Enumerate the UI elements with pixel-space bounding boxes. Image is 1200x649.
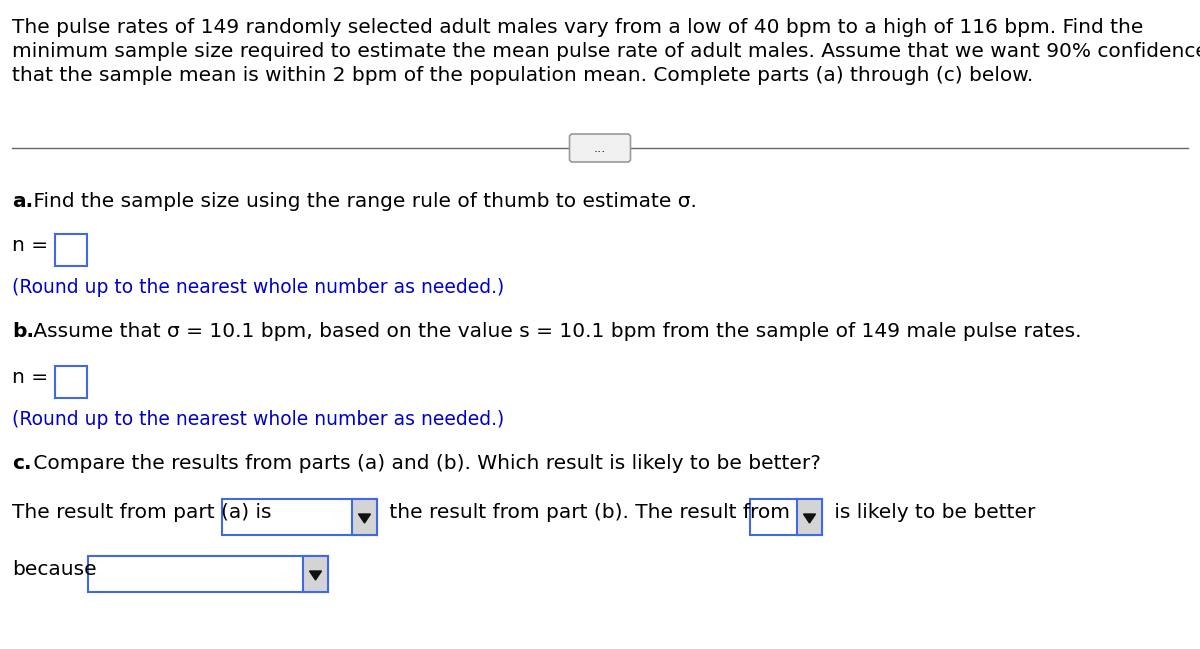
Text: because: because (12, 560, 97, 579)
FancyBboxPatch shape (750, 499, 822, 535)
Text: n =: n = (12, 236, 48, 255)
FancyBboxPatch shape (302, 556, 328, 592)
FancyBboxPatch shape (222, 499, 377, 535)
Text: (Round up to the nearest whole number as needed.): (Round up to the nearest whole number as… (12, 410, 504, 429)
Text: minimum sample size required to estimate the mean pulse rate of adult males. Ass: minimum sample size required to estimate… (12, 42, 1200, 61)
Text: Find the sample size using the range rule of thumb to estimate σ.: Find the sample size using the range rul… (28, 192, 697, 211)
Text: The pulse rates of 149 randomly selected adult males vary from a low of 40 bpm t: The pulse rates of 149 randomly selected… (12, 18, 1144, 37)
Text: The result from part (a) is: The result from part (a) is (12, 503, 271, 522)
Polygon shape (359, 514, 371, 523)
Text: b.: b. (12, 322, 34, 341)
Polygon shape (804, 514, 816, 523)
Text: Assume that σ = 10.1 bpm, based on the value s = 10.1 bpm from the sample of 149: Assume that σ = 10.1 bpm, based on the v… (28, 322, 1081, 341)
Polygon shape (310, 571, 322, 580)
Text: (Round up to the nearest whole number as needed.): (Round up to the nearest whole number as… (12, 278, 504, 297)
Text: ...: ... (594, 141, 606, 154)
FancyBboxPatch shape (55, 234, 88, 266)
Text: c.: c. (12, 454, 31, 473)
Text: Compare the results from parts (a) and (b). Which result is likely to be better?: Compare the results from parts (a) and (… (28, 454, 821, 473)
Text: n =: n = (12, 368, 48, 387)
Text: the result from part (b). The result from: the result from part (b). The result fro… (383, 503, 790, 522)
Text: a.: a. (12, 192, 34, 211)
FancyBboxPatch shape (88, 556, 328, 592)
Text: is likely to be better: is likely to be better (828, 503, 1036, 522)
Text: that the sample mean is within 2 bpm of the population mean. Complete parts (a) : that the sample mean is within 2 bpm of … (12, 66, 1033, 85)
FancyBboxPatch shape (797, 499, 822, 535)
FancyBboxPatch shape (352, 499, 377, 535)
FancyBboxPatch shape (55, 366, 88, 398)
FancyBboxPatch shape (570, 134, 630, 162)
